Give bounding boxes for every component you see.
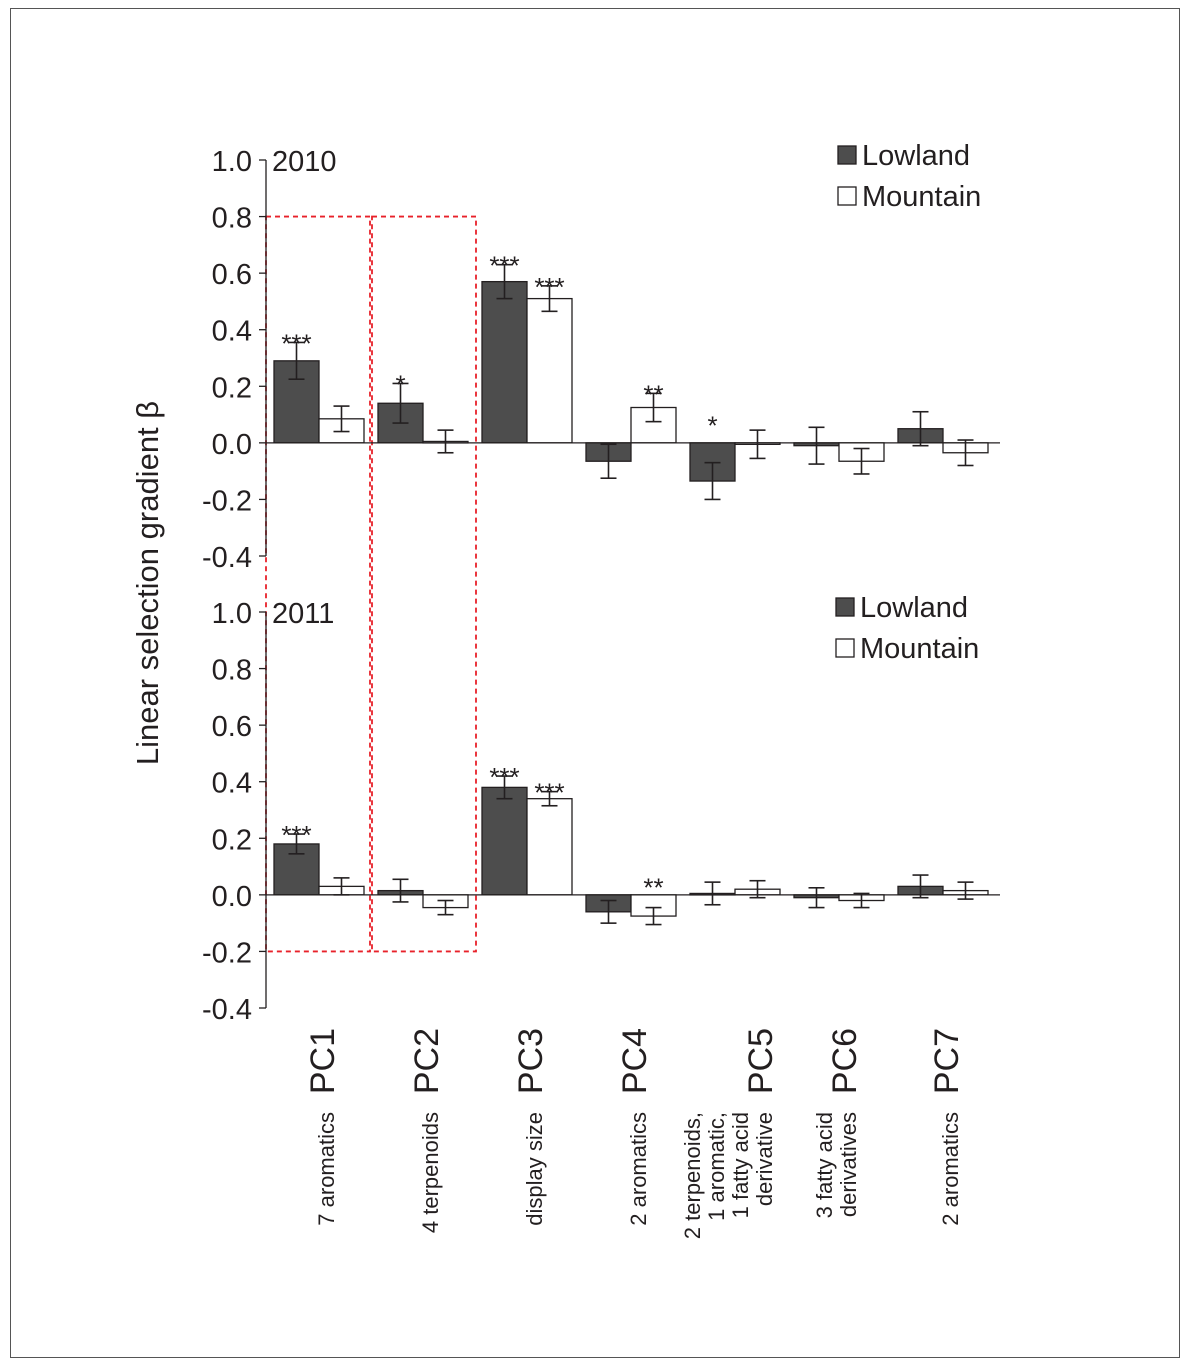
legend-label-mountain: Mountain <box>860 633 979 665</box>
legend-label-lowland: Lowland <box>862 140 970 172</box>
legend-swatch-lowland <box>835 597 855 617</box>
y-tick-label: 0.6 <box>212 259 252 291</box>
x-category-pc1: PC1 <box>304 1028 342 1094</box>
x-category-description: derivatives <box>836 1112 861 1217</box>
bar-mountain-pc3 <box>526 798 573 896</box>
significance-label: *** <box>534 272 564 302</box>
x-category-description: 7 aromatics <box>314 1112 339 1226</box>
significance-label: *** <box>489 251 519 281</box>
y-tick-label: 0.0 <box>212 429 252 461</box>
x-category-description-group: 1 fatty acid <box>728 1112 753 1218</box>
x-category-description: display size <box>522 1112 547 1226</box>
significance-label: *** <box>281 820 311 850</box>
significance-label: ** <box>643 379 663 409</box>
x-category-description-group: 2 aromatics <box>626 1112 651 1226</box>
legend-label-lowland: Lowland <box>860 592 968 624</box>
y-tick-label: 1.0 <box>212 146 252 178</box>
panel-label: 2011 <box>272 598 334 630</box>
bar-lowland-pc3 <box>481 280 528 444</box>
y-tick-label: 0.0 <box>212 881 252 913</box>
significance-label: * <box>395 369 405 399</box>
bar-lowland-pc3 <box>481 786 528 896</box>
x-category-description-group: derivative <box>752 1112 777 1206</box>
significance-label: * <box>707 410 717 440</box>
legend-swatch-mountain <box>837 186 857 206</box>
y-tick-label: 1.0 <box>212 598 252 630</box>
y-tick-label: 0.4 <box>212 316 252 348</box>
x-category-label: PC5 <box>742 1028 780 1094</box>
x-category-pc7: PC7 <box>928 1028 966 1094</box>
x-category-pc6: PC6 <box>826 1028 864 1094</box>
y-tick-label: 0.8 <box>212 203 252 235</box>
significance-label: *** <box>489 762 519 792</box>
y-tick-label: -0.2 <box>202 937 252 969</box>
x-category-description-group: 1 aromatic, <box>704 1112 729 1221</box>
x-category-description-group: 2 terpenoids, <box>680 1112 705 1239</box>
x-category-label: PC1 <box>304 1028 342 1094</box>
panel-label: 2010 <box>272 146 337 178</box>
x-category-description: 2 aromatics <box>626 1112 651 1226</box>
y-axis-label: Linear selection gradient β <box>130 401 165 765</box>
x-category-description: 2 terpenoids, <box>680 1112 705 1239</box>
legend-swatch-mountain <box>835 638 855 658</box>
y-tick-label: -0.2 <box>202 485 252 517</box>
x-category-description-group: 4 terpenoids <box>418 1112 443 1233</box>
x-category-label: PC4 <box>616 1028 654 1094</box>
y-tick-label: -0.4 <box>202 542 252 574</box>
x-category-pc2: PC2 <box>408 1028 446 1094</box>
x-category-description-group: display size <box>522 1112 547 1226</box>
significance-label: *** <box>534 778 564 808</box>
x-category-pc5: PC5 <box>742 1028 780 1094</box>
significance-label: ** <box>643 872 663 902</box>
highlight-box-pc1 <box>265 215 371 953</box>
y-tick-label: 0.2 <box>212 372 252 404</box>
x-category-description: 3 fatty acid <box>812 1112 837 1218</box>
x-category-description: 1 fatty acid <box>728 1112 753 1218</box>
x-category-description: 2 aromatics <box>938 1112 963 1226</box>
bar-mountain-pc3 <box>526 297 573 444</box>
x-category-description: 4 terpenoids <box>418 1112 443 1233</box>
x-category-label: PC2 <box>408 1028 446 1094</box>
highlight-box-pc2 <box>371 215 477 953</box>
legend-label-mountain: Mountain <box>862 181 981 213</box>
figure-frame <box>10 8 1180 1358</box>
x-category-label: PC6 <box>826 1028 864 1094</box>
x-category-label: PC3 <box>512 1028 550 1094</box>
x-category-description-group: 2 aromatics <box>938 1112 963 1226</box>
y-tick-label: 0.6 <box>212 711 252 743</box>
x-category-description: 1 aromatic, <box>704 1112 729 1221</box>
x-category-description: derivative <box>752 1112 777 1206</box>
y-tick-label: -0.4 <box>202 994 252 1026</box>
x-category-description-group: 7 aromatics <box>314 1112 339 1226</box>
y-tick-label: 0.2 <box>212 824 252 856</box>
x-category-label: PC7 <box>928 1028 966 1094</box>
x-category-pc4: PC4 <box>616 1028 654 1094</box>
x-category-description-group: derivatives <box>836 1112 861 1217</box>
x-category-pc3: PC3 <box>512 1028 550 1094</box>
x-category-description-group: 3 fatty acid <box>812 1112 837 1218</box>
y-tick-label: 0.8 <box>212 655 252 687</box>
legend-swatch-lowland <box>837 145 857 165</box>
y-tick-label: 0.4 <box>212 768 252 800</box>
significance-label: *** <box>281 328 311 358</box>
